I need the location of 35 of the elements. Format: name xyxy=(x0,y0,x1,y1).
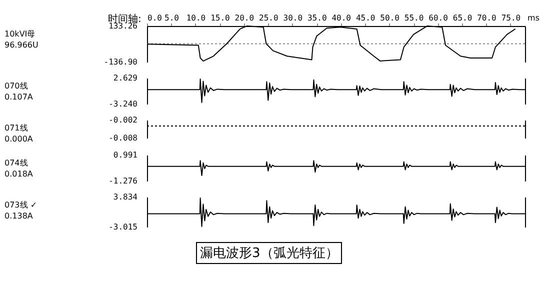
y-axis-title: 071线 0.000A xyxy=(4,124,34,144)
x-tick-label: 55.0 xyxy=(404,14,424,22)
x-tick-label: 50.0 xyxy=(380,14,400,22)
x-tick-label: 70.0 xyxy=(477,14,497,22)
line-series xyxy=(146,198,526,227)
x-axis-title: ms xyxy=(528,14,540,22)
x-tick-label: 20.0 xyxy=(234,14,254,22)
y-tick-label: -3.240 xyxy=(108,100,138,108)
y-tick-label: 2.629 xyxy=(113,74,138,82)
x-tick-label: 10.0 xyxy=(186,14,206,22)
x-tick-label: 5.0 xyxy=(164,14,180,22)
x-tick-label: 35.0 xyxy=(307,14,327,22)
y-axis-title: 070线 0.107A xyxy=(4,82,34,102)
y-axis-title: 073线 ✓ 0.138A xyxy=(4,200,38,220)
y-tick-label: 3.834 xyxy=(113,192,138,202)
x-tick-label: 75.0 xyxy=(501,14,521,22)
y-tick-label: -3.015 xyxy=(108,222,138,232)
y-tick-label: 0.991 xyxy=(113,150,138,160)
x-tick-label: 30.0 xyxy=(283,14,303,22)
y-axis-title: 10kVI母 96.966U xyxy=(4,30,38,50)
x-tick-label: 0.0 xyxy=(148,14,162,22)
x-tick-label: 60.0 xyxy=(428,14,448,22)
y-tick-label: -136.90 xyxy=(104,58,138,66)
y-axis-title: 074线 0.018A xyxy=(4,158,34,178)
y-tick-label: 133.26 xyxy=(108,22,138,30)
x-tick-label: 15.0 xyxy=(210,14,230,22)
y-tick-label: -0.002 xyxy=(108,116,138,124)
x-tick-label: 65.0 xyxy=(452,14,472,22)
x-tick-label: 25.0 xyxy=(259,14,278,22)
x-tick-label: 45.0 xyxy=(356,14,376,22)
y-tick-label: -1.276 xyxy=(108,176,138,186)
x-tick-label: 40.0 xyxy=(332,14,352,22)
line-series xyxy=(146,78,526,103)
text: 漏电波形3（弧光特征） xyxy=(196,242,342,264)
y-tick-label: -0.008 xyxy=(108,134,138,142)
